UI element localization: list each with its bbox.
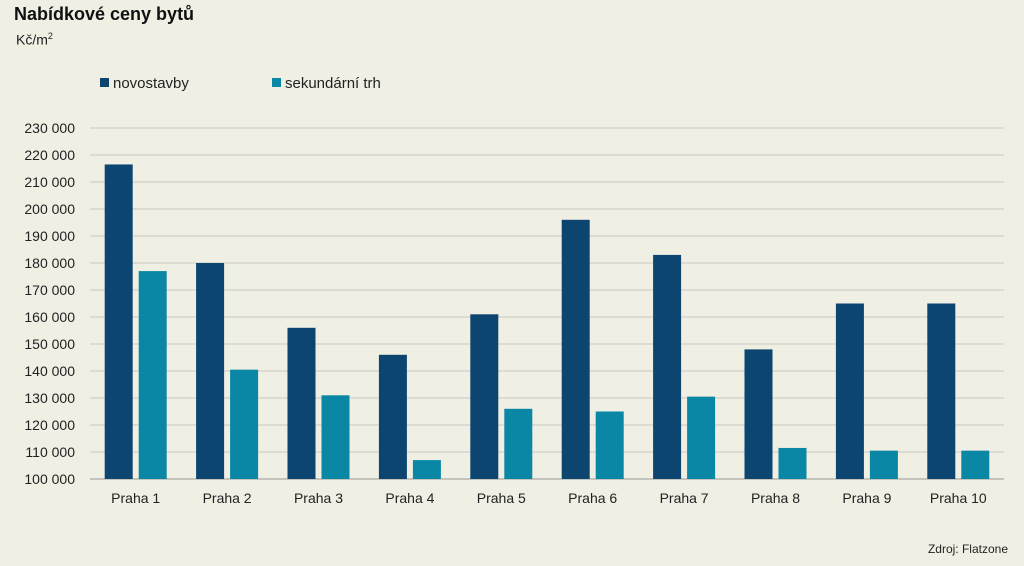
legend-swatch	[100, 78, 109, 87]
unit-base: Kč/m	[16, 31, 48, 48]
y-tick-label: 190 000	[24, 228, 75, 244]
x-tick-label: Praha 10	[930, 490, 987, 506]
x-tick-label: Praha 7	[660, 490, 709, 506]
bar-novostavby-7	[653, 254, 682, 479]
bar-novostavby-3	[287, 327, 316, 479]
bar-sekundarni-1	[138, 271, 167, 479]
bar-novostavby-6	[561, 219, 590, 480]
y-tick-label: 140 000	[24, 363, 75, 379]
bar-sekundarni-8	[778, 447, 807, 479]
y-tick-label: 200 000	[24, 201, 75, 217]
y-tick-label: 110 000	[25, 444, 75, 460]
bar-novostavby-2	[196, 263, 225, 479]
bar-sekundarni-2	[230, 369, 259, 479]
unit-superscript: 2	[47, 31, 53, 41]
source-note: Zdroj: Flatzone	[927, 542, 1008, 556]
bar-sekundarni-9	[869, 450, 898, 479]
bar-novostavby-4	[378, 354, 407, 479]
x-tick-label: Praha 5	[477, 490, 526, 506]
bar-novostavby-9	[835, 303, 864, 479]
x-tick-label: Praha 9	[842, 490, 891, 506]
bar-novostavby-8	[744, 349, 773, 479]
y-tick-label: 130 000	[24, 390, 75, 406]
y-tick-label: 230 000	[24, 120, 75, 136]
x-tick-label: Praha 8	[751, 490, 800, 506]
bar-sekundarni-7	[687, 396, 716, 479]
bar-sekundarni-5	[504, 408, 533, 479]
chart-title: Nabídkové ceny bytů	[14, 4, 195, 24]
y-tick-label: 150 000	[24, 336, 75, 352]
y-tick-label: 170 000	[24, 282, 75, 298]
x-tick-label: Praha 3	[294, 490, 343, 506]
bar-sekundarni-10	[961, 450, 990, 479]
y-tick-label: 180 000	[24, 255, 75, 271]
y-tick-label: 160 000	[24, 309, 75, 325]
bar-novostavby-1	[104, 164, 133, 479]
y-tick-label: 100 000	[24, 471, 75, 487]
x-tick-label: Praha 6	[568, 490, 617, 506]
legend-swatch	[272, 78, 281, 87]
legend-label: sekundární trh	[285, 75, 381, 92]
bar-sekundarni-3	[321, 395, 350, 479]
y-tick-label: 120 000	[24, 417, 75, 433]
x-tick-label: Praha 1	[111, 490, 160, 506]
bar-sekundarni-4	[412, 460, 441, 479]
bar-novostavby-10	[927, 303, 956, 479]
x-tick-label: Praha 2	[203, 490, 252, 506]
legend-label: novostavby	[113, 75, 189, 92]
bar-novostavby-5	[470, 314, 499, 479]
unit-label: Kč/m2	[16, 31, 53, 48]
bar-sekundarni-6	[595, 411, 624, 479]
y-tick-label: 220 000	[24, 147, 75, 163]
x-tick-label: Praha 4	[385, 490, 434, 506]
y-tick-label: 210 000	[24, 174, 75, 190]
